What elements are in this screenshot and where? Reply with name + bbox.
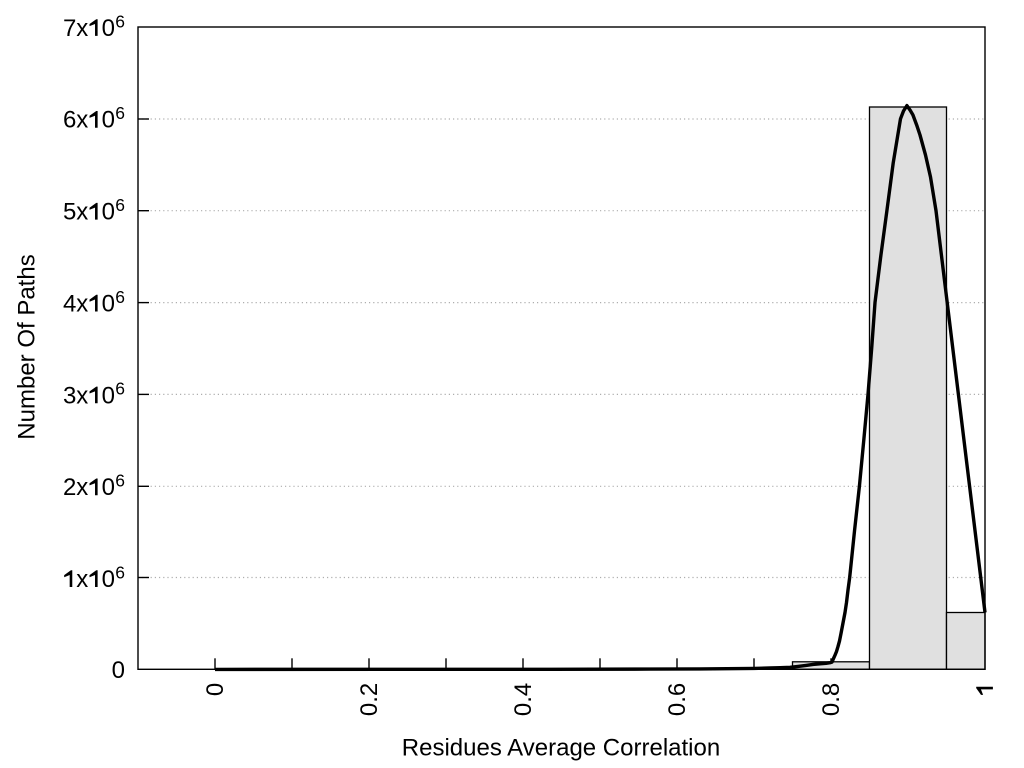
svg-text:0.4: 0.4 (510, 683, 537, 716)
svg-text:0: 0 (102, 291, 115, 318)
svg-text:5x: 5x (63, 199, 88, 226)
svg-text:Number Of Paths: Number Of Paths (14, 254, 41, 439)
svg-text:6: 6 (115, 103, 125, 123)
svg-text:2x: 2x (63, 474, 88, 501)
svg-text:0: 0 (102, 382, 115, 409)
svg-text:6: 6 (115, 287, 125, 307)
svg-text:3x: 3x (63, 382, 88, 409)
svg-text:0: 0 (102, 474, 115, 501)
svg-text:0: 0 (102, 107, 115, 134)
svg-text:6: 6 (115, 562, 125, 582)
svg-text:x: x (76, 566, 88, 593)
svg-text:4x: 4x (63, 291, 88, 318)
svg-text:0: 0 (102, 199, 115, 226)
svg-text:6: 6 (115, 379, 125, 399)
svg-text:0: 0 (102, 15, 115, 42)
svg-text:0.2: 0.2 (356, 683, 383, 716)
svg-text:6x: 6x (63, 107, 88, 134)
svg-text:7x: 7x (63, 15, 88, 42)
svg-text:Residues Average Correlation: Residues Average Correlation (402, 734, 720, 761)
svg-text:6: 6 (115, 11, 125, 31)
svg-text:0: 0 (112, 657, 125, 684)
svg-text:0.8: 0.8 (818, 683, 845, 716)
svg-text:0.6: 0.6 (664, 683, 691, 716)
svg-text:6: 6 (115, 195, 125, 215)
svg-text:0: 0 (102, 566, 115, 593)
svg-text:0: 0 (202, 683, 229, 696)
svg-text:6: 6 (115, 471, 125, 491)
